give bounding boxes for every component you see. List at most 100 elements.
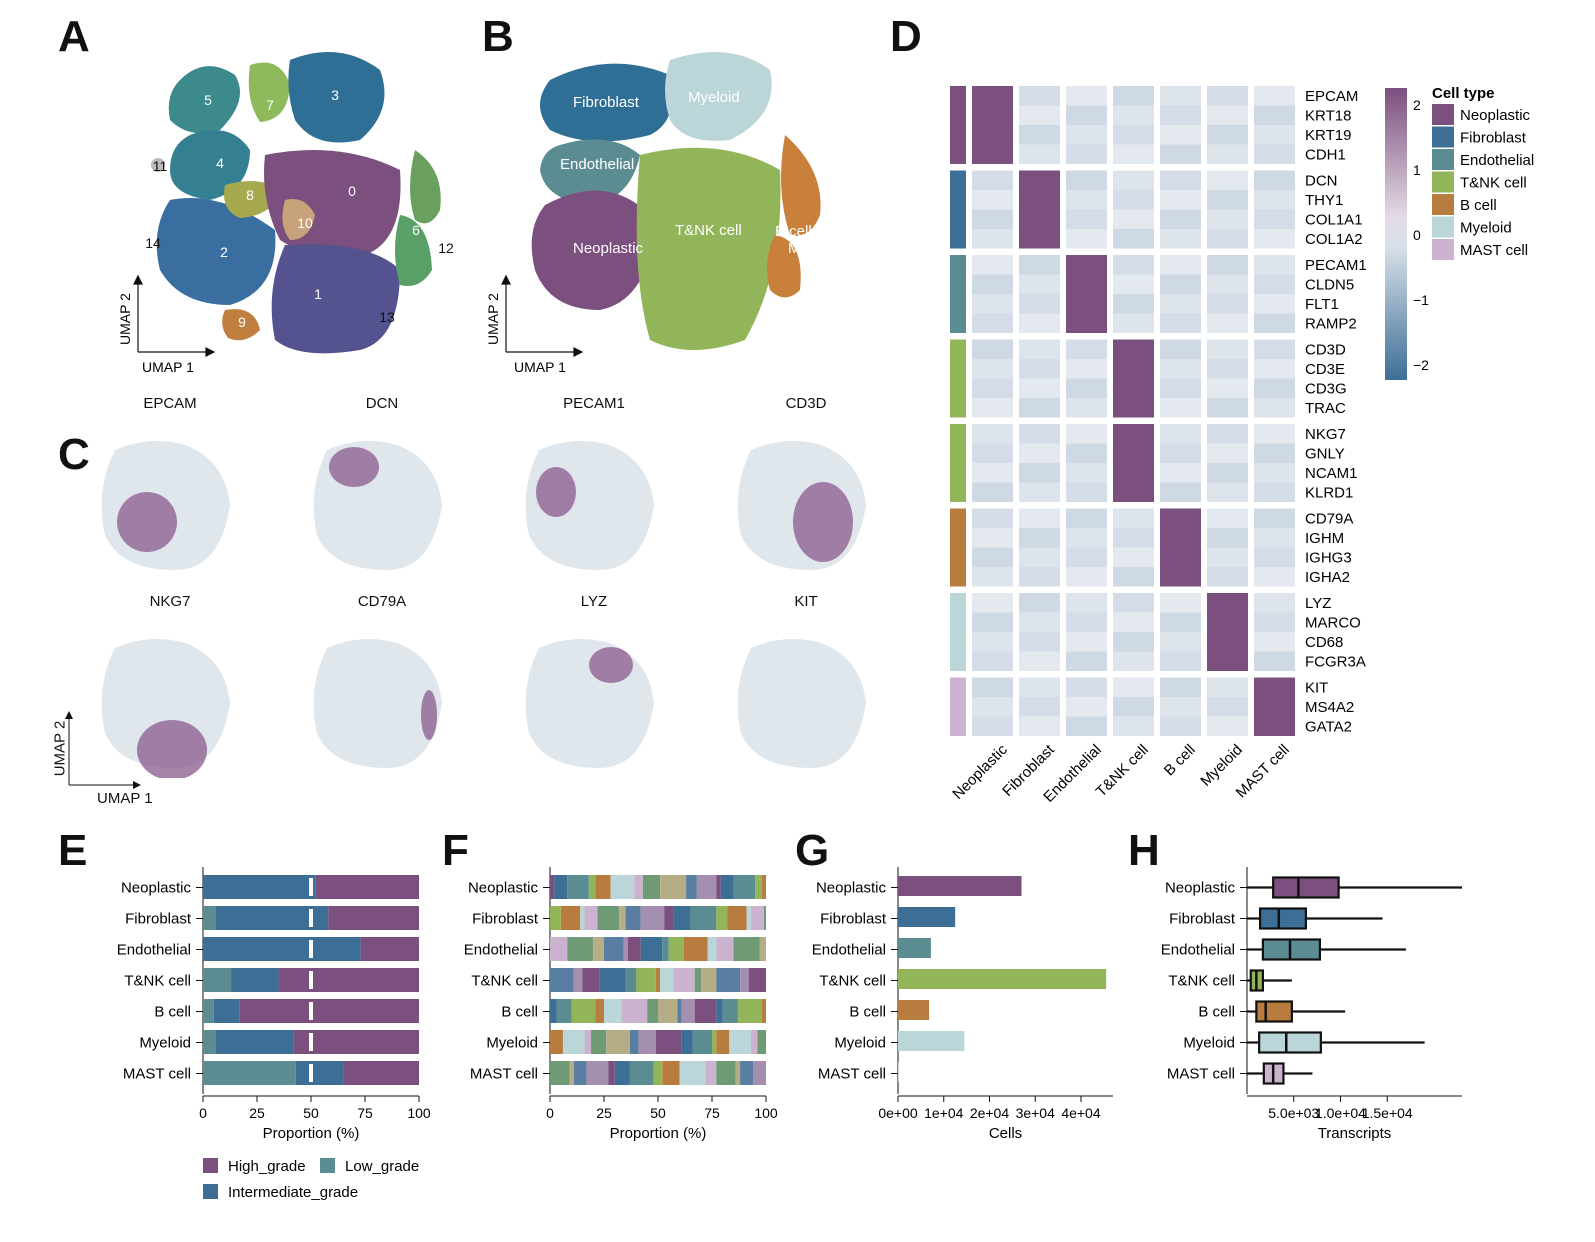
heatmap-cell bbox=[1254, 651, 1295, 671]
heatmap-cell bbox=[1066, 190, 1107, 210]
cell-count-bar bbox=[898, 969, 1107, 989]
colorbar-tick: 2 bbox=[1413, 97, 1421, 113]
sample-bar-segment bbox=[750, 906, 764, 930]
sample-bar-segment bbox=[673, 968, 695, 992]
grade-legend-swatch bbox=[203, 1184, 218, 1199]
x-tick-label: 1e+04 bbox=[924, 1105, 964, 1121]
sample-bar-segment bbox=[569, 1061, 574, 1085]
category-label: Endothelial bbox=[812, 942, 886, 959]
sample-bar-segment bbox=[755, 875, 762, 899]
heatmap-gene-flt1: FLT1 bbox=[1305, 296, 1339, 313]
sample-bar-segment bbox=[677, 999, 682, 1023]
heatmap-cell bbox=[1160, 313, 1201, 333]
colorbar-tick: −2 bbox=[1413, 357, 1429, 373]
category-label: MAST cell bbox=[1167, 1066, 1235, 1083]
sample-bar-segment bbox=[604, 999, 622, 1023]
midline-marker bbox=[309, 1002, 313, 1020]
cell-count-bar bbox=[898, 876, 1022, 896]
cluster-label-3: 3 bbox=[331, 87, 339, 103]
heatmap-cell bbox=[1066, 567, 1107, 587]
heatmap-cell bbox=[972, 294, 1013, 314]
feature-plot-title-cd79a: CD79A bbox=[357, 593, 407, 610]
feature-plot-title-cd3d: CD3D bbox=[785, 395, 827, 412]
feature-plot-title-epcam: EPCAM bbox=[143, 395, 197, 412]
umap-cluster-11 bbox=[151, 158, 165, 172]
category-label: Myeloid bbox=[1183, 1035, 1235, 1052]
heatmap-cell bbox=[1113, 125, 1154, 145]
sample-bar-segment bbox=[621, 999, 648, 1023]
heatmap-cell bbox=[1160, 144, 1201, 164]
heatmap-cell bbox=[1207, 339, 1248, 359]
heatmap-cell bbox=[1207, 144, 1248, 164]
heatmap-cell bbox=[1207, 716, 1248, 736]
heatmap-cell bbox=[1207, 229, 1248, 249]
heatmap-cell bbox=[1207, 547, 1248, 567]
heatmap-cell bbox=[1254, 378, 1295, 398]
category-label: Fibroblast bbox=[820, 911, 887, 928]
sample-bar-segment bbox=[692, 1030, 712, 1054]
sample-bar-segment bbox=[694, 968, 702, 992]
heatmap-cell bbox=[1160, 274, 1201, 294]
sample-bar-segment bbox=[716, 906, 728, 930]
heatmap-cell bbox=[1113, 482, 1154, 502]
heatmap-gene-ramp2: RAMP2 bbox=[1305, 316, 1357, 333]
umap-region-neoplastic bbox=[531, 190, 655, 310]
heatmap-cell bbox=[972, 463, 1013, 483]
heatmap-cell bbox=[1019, 144, 1060, 164]
category-label: MAST cell bbox=[818, 1066, 886, 1083]
heatmap-cell bbox=[1254, 632, 1295, 652]
box-iqr bbox=[1258, 1031, 1322, 1054]
sample-bar-segment bbox=[593, 937, 604, 961]
heatmap-cell bbox=[1160, 677, 1201, 697]
heatmap-cell bbox=[1254, 209, 1295, 229]
heatmap-cell bbox=[1066, 593, 1107, 613]
heatmap-cell bbox=[1160, 378, 1201, 398]
sample-bar-segment bbox=[636, 968, 656, 992]
sample-bar-segment bbox=[629, 1030, 639, 1054]
heatmap-cell bbox=[1160, 567, 1201, 587]
heatmap-group-bar bbox=[950, 593, 966, 671]
sample-bar-segment bbox=[550, 968, 574, 992]
heatmap-cell bbox=[972, 190, 1013, 210]
category-label: Neoplastic bbox=[816, 880, 887, 897]
heatmap-cell bbox=[1019, 398, 1060, 418]
heatmap-cell bbox=[1254, 170, 1295, 190]
category-label: B cell bbox=[1198, 1004, 1235, 1021]
umap-cluster-7 bbox=[248, 62, 290, 122]
heatmap-cell bbox=[972, 632, 1013, 652]
heatmap-cell bbox=[972, 482, 1013, 502]
heatmap-cell bbox=[972, 398, 1013, 418]
heatmap-cell bbox=[1160, 125, 1201, 145]
heatmap-cell bbox=[1160, 463, 1201, 483]
umap2-axis-label: UMAP 2 bbox=[117, 293, 133, 345]
sample-bar-segment bbox=[597, 906, 620, 930]
umap1-axis-label-b: UMAP 1 bbox=[514, 359, 566, 375]
x-tick-label: 3e+04 bbox=[1016, 1105, 1056, 1121]
sample-bar-segment bbox=[660, 968, 674, 992]
cell-count-bar bbox=[898, 907, 956, 927]
sample-bar-segment bbox=[735, 1061, 741, 1085]
heatmap-cell bbox=[1113, 424, 1154, 444]
heatmap-gene-lyz: LYZ bbox=[1305, 595, 1331, 612]
sample-bar-segment bbox=[729, 1030, 751, 1054]
celltype-label-neoplastic: Neoplastic bbox=[573, 240, 644, 257]
heatmap-gene-dcn: DCN bbox=[1305, 173, 1338, 190]
umap-region-mast-area bbox=[766, 235, 801, 298]
heatmap-cell bbox=[972, 424, 1013, 444]
sample-bar-segment bbox=[588, 875, 596, 899]
heatmap-gene-epcam: EPCAM bbox=[1305, 88, 1358, 105]
grade-legend-swatch bbox=[320, 1158, 335, 1173]
heatmap-cell bbox=[1019, 567, 1060, 587]
legend-swatch bbox=[1432, 171, 1454, 193]
x-axis-title: Proportion (%) bbox=[263, 1125, 360, 1142]
heatmap-gene-ms4a2: MS4A2 bbox=[1305, 699, 1354, 716]
heatmap-cell bbox=[1019, 593, 1060, 613]
heatmap-gene-cd3g: CD3G bbox=[1305, 381, 1347, 398]
cluster-label-11: 11 bbox=[153, 158, 168, 174]
category-label: Neoplastic bbox=[468, 880, 539, 897]
sample-bar-segment bbox=[679, 1061, 706, 1085]
cluster-label-2: 2 bbox=[220, 244, 228, 260]
heatmap-gene-pecam1: PECAM1 bbox=[1305, 257, 1367, 274]
heatmap-cell bbox=[1160, 443, 1201, 463]
feature-plot-pecam1 bbox=[525, 441, 654, 570]
